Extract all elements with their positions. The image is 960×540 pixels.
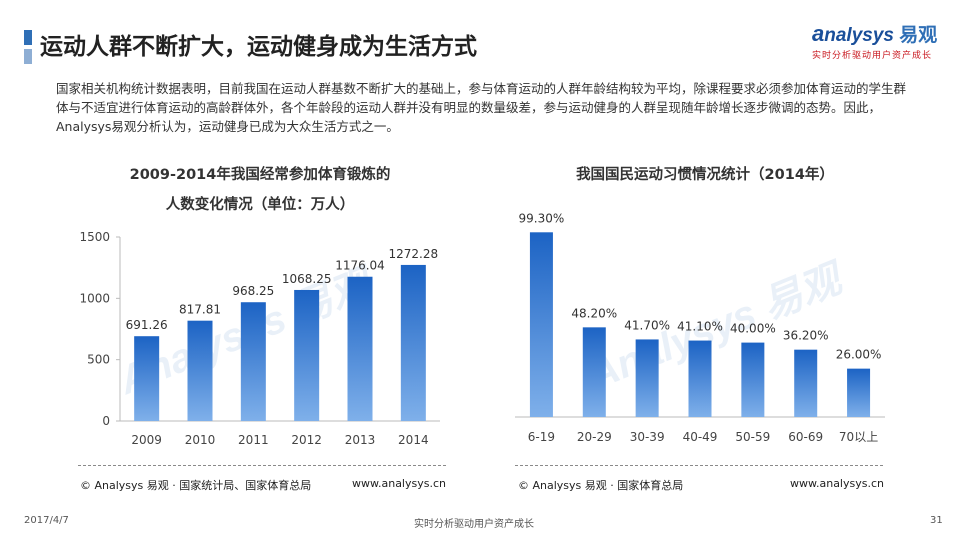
right-bar <box>688 340 712 417</box>
right-bar <box>529 232 553 417</box>
right-value-label: 36.20% <box>783 329 829 343</box>
right-value-label: 40.00% <box>730 322 776 336</box>
right-value-label: 41.70% <box>624 318 670 332</box>
right-chart-title: 我国国民运动习惯情况统计（2014年） <box>576 167 834 183</box>
left-y-tick-label: 1000 <box>79 291 110 305</box>
title-accent-bar <box>24 30 32 64</box>
left-bar <box>187 320 213 421</box>
left-x-tick-label: 2012 <box>291 433 322 447</box>
left-bar-chart: 0 500 1000 1500 691.26 2009 817.81 2010 968.25 20… <box>79 230 440 447</box>
footer-slogan: 实时分析驱动用户资产成长 <box>414 519 534 530</box>
right-x-tick-label: 20-29 <box>577 430 612 444</box>
logo-cn: 易观 <box>899 25 938 46</box>
right-divider <box>515 465 883 466</box>
left-value-label: 968.25 <box>232 284 274 298</box>
right-bar-chart: 99.30% 6-19 48.20% 20-29 41.70% 30-39 41.10% 40… <box>515 211 885 444</box>
logo-slogan: 实时分析驱动用户资产成长 <box>812 51 933 61</box>
left-x-tick-label: 2009 <box>131 433 162 447</box>
left-bar <box>294 289 320 421</box>
right-bar <box>847 368 871 417</box>
right-x-tick-label: 40-49 <box>683 430 718 444</box>
right-x-tick-label: 60-69 <box>788 430 823 444</box>
left-x-tick-label: 2013 <box>345 433 376 447</box>
right-source: © Analysys 易观 · 国家体育总局 <box>518 479 684 492</box>
right-bar <box>582 327 606 417</box>
left-x-tick-label: 2014 <box>398 433 429 447</box>
left-bar <box>400 264 426 421</box>
left-y-tick-label: 1500 <box>79 230 110 244</box>
right-value-label: 41.10% <box>677 320 723 334</box>
left-y-tick-label: 0 <box>102 414 110 428</box>
left-value-label: 817.81 <box>179 303 221 317</box>
left-bar <box>134 336 160 421</box>
page-title: 运动人群不断扩大，运动健身成为生活方式 <box>40 34 477 60</box>
right-value-label: 48.20% <box>571 306 617 320</box>
left-chart-title: 2009-2014年我国经常参加体育锻炼的 人数变化情况（单位：万人） <box>70 160 450 220</box>
left-value-label: 1176.04 <box>335 259 385 273</box>
left-value-label: 1068.25 <box>282 272 332 286</box>
left-x-tick-label: 2011 <box>238 433 269 447</box>
left-value-label: 1272.28 <box>389 247 439 261</box>
right-bar <box>741 342 765 417</box>
right-x-tick-label: 70以上 <box>839 430 878 444</box>
right-website: www.analysys.cn <box>790 477 884 490</box>
left-bar <box>240 302 266 421</box>
left-bar <box>347 276 373 421</box>
left-value-label: 691.26 <box>126 318 168 332</box>
footer-date: 2017/4/7 <box>24 515 69 526</box>
right-x-tick-label: 6-19 <box>528 430 555 444</box>
left-divider <box>78 465 446 466</box>
left-y-tick-label: 500 <box>87 353 110 367</box>
left-chart-title-line2: 人数变化情况（单位：万人） <box>165 197 355 213</box>
right-x-tick-label: 50-59 <box>735 430 770 444</box>
analysys-logo: analysys 易观 实时分析驱动用户资产成长 <box>812 20 942 61</box>
footer-page-number: 31 <box>930 515 943 526</box>
logo-text: nalysys <box>824 25 894 46</box>
left-website: www.analysys.cn <box>352 477 446 490</box>
left-chart-title-line1: 2009-2014年我国经常参加体育锻炼的 <box>129 167 391 183</box>
right-value-label: 26.00% <box>836 348 882 362</box>
right-value-label: 99.30% <box>519 211 565 225</box>
right-bar <box>635 339 659 417</box>
right-bar <box>794 349 818 417</box>
left-source: © Analysys 易观 · 国家统计局、国家体育总局 <box>80 479 312 492</box>
right-x-tick-label: 30-39 <box>630 430 665 444</box>
intro-paragraph: 国家相关机构统计数据表明，目前我国在运动人群基数不断扩大的基础上，参与体育运动的… <box>56 81 907 134</box>
left-x-tick-label: 2010 <box>185 433 216 447</box>
